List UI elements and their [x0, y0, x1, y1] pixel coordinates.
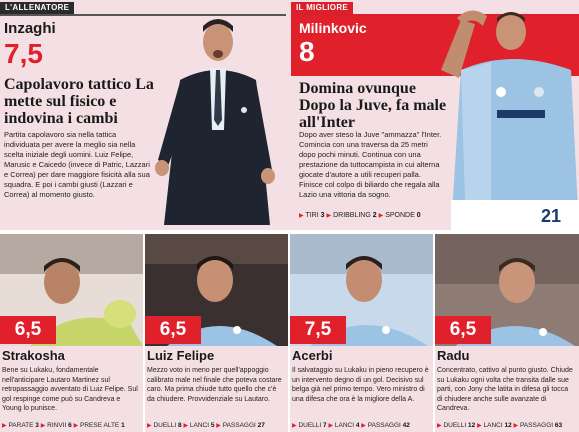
stat-bullet-icon: ▶: [378, 213, 384, 219]
coach-headline: Capolavoro tattico La mette sul fisico e…: [4, 76, 154, 127]
player-score: 7,5: [290, 316, 346, 344]
stat-label: DRIBBLING: [333, 212, 371, 219]
stat-bullet-icon: ▶: [73, 423, 79, 429]
stat-value: 5: [210, 422, 215, 429]
player-score: 6,5: [0, 316, 56, 344]
stat-label: PASSAGGI: [367, 422, 401, 429]
player-stats: ▶ DUELLI 12 ▶ LANCI 12 ▶ PASSAGGI 63: [437, 422, 562, 429]
player-body: Concentrato, cattivo al punto giusto. Ch…: [437, 367, 573, 412]
stat-bullet-icon: ▶: [437, 423, 442, 429]
stat-bullet-icon: ▶: [513, 423, 519, 429]
section-divider: [0, 230, 579, 234]
stat-bullet-icon: ▶: [40, 423, 46, 429]
stat-bullet-icon: ▶: [299, 213, 304, 219]
best-player-name: Milinkovic: [299, 20, 367, 36]
stat-value: 63: [554, 422, 563, 429]
stat-bullet-icon: ▶: [328, 423, 334, 429]
player-name: Luiz Felipe: [147, 348, 215, 363]
stat-label: TIRI: [305, 212, 319, 219]
section-rule: [0, 2, 286, 16]
stat-value: 0: [416, 212, 421, 219]
stat-bullet-icon: ▶: [326, 213, 332, 219]
stat-value: 27: [257, 422, 265, 429]
stat-value: 7: [323, 422, 327, 429]
player-stats: ▶ PARATE 3 ▶ RINVII 6 ▶ PRESE ALTE 1: [2, 422, 125, 429]
player-name: Acerbi: [292, 348, 333, 363]
stat-label: PASSAGGI: [222, 422, 256, 429]
shirt-number: 21: [541, 206, 561, 226]
best-player-body: Dopo aver steso la Juve "ammazza" l'Inte…: [299, 130, 442, 199]
coach-name: Inzaghi: [4, 20, 56, 37]
stat-bullet-icon: ▶: [292, 423, 297, 429]
coach-body: Partita capolavoro sia nella tattica ind…: [4, 130, 150, 199]
stat-value: 3: [320, 212, 325, 219]
stat-label: LANCI: [483, 422, 503, 429]
stat-label: LANCI: [189, 422, 210, 429]
stat-value: 12: [504, 422, 512, 429]
stat-label: PARATE: [8, 422, 34, 429]
stat-value: 8: [178, 422, 182, 429]
section-rule: [291, 2, 579, 16]
best-player-panel: IL MIGLIORE Milinkovic 8 21 Domina ovunq…: [291, 0, 579, 230]
card-divider: [143, 234, 145, 432]
section-tag: IL MIGLIORE: [291, 2, 354, 14]
stat-label: DUELLI: [153, 422, 177, 429]
stat-label: PASSAGGI: [519, 422, 554, 429]
player-score: 6,5: [435, 316, 491, 344]
stat-bullet-icon: ▶: [361, 423, 366, 429]
player-body: Il salvataggio su Lukaku in pieno recupe…: [292, 367, 429, 403]
player-card: 6,5 Radu Concentrato, cattivo al punto g…: [435, 234, 579, 432]
section-tag: L'ALLENATORE: [0, 2, 75, 14]
stat-bullet-icon: ▶: [477, 423, 482, 429]
stat-label: DUELLI: [298, 422, 322, 429]
player-stats: ▶ DUELLI 7 ▶ LANCI 4 ▶ PASSAGGI 42: [292, 422, 410, 429]
coach-panel: L'ALLENATORE Inzaghi 7,5 Capolavoro tatt…: [0, 0, 286, 230]
stat-value: 2: [372, 212, 377, 219]
player-card: 6,5 Strakosha Bene su Lukaku, fondamenta…: [0, 234, 143, 432]
stat-label: PRESE ALTE: [80, 422, 120, 429]
stat-bullet-icon: ▶: [183, 423, 189, 429]
player-score: 6,5: [145, 316, 201, 344]
stat-value: 42: [402, 422, 410, 429]
stat-bullet-icon: ▶: [147, 423, 152, 429]
player-card: 6,5 Luiz Felipe Mezzo voto in meno per q…: [145, 234, 288, 432]
player-name: Strakosha: [2, 348, 65, 363]
best-player-stats: ▶ TIRI 3 ▶ DRIBBLING 2 ▶ SPONDE 0: [299, 212, 421, 219]
card-divider: [288, 234, 290, 432]
best-player-photo: 21: [441, 10, 579, 230]
stat-label: RINVII: [47, 422, 67, 429]
player-body: Mezzo voto in meno per quell'appoggio ca…: [147, 367, 282, 403]
coach-score: 7,5: [4, 38, 43, 69]
player-body: Bene su Lukaku, fondamentale nell'antici…: [2, 367, 138, 412]
stat-value: 6: [68, 422, 72, 429]
stat-value: 12: [468, 422, 476, 429]
stat-bullet-icon: ▶: [2, 423, 7, 429]
player-stats: ▶ DUELLI 8 ▶ LANCI 5 ▶ PASSAGGI 27: [147, 422, 265, 429]
stat-value: 3: [35, 422, 39, 429]
stat-value: 4: [355, 422, 360, 429]
stat-label: LANCI: [334, 422, 355, 429]
card-divider: [433, 234, 435, 432]
stat-value: 1: [121, 422, 125, 429]
best-player-headline: Domina ovunque Dopo la Juve, fa male all…: [299, 80, 447, 131]
stat-label: DUELLI: [443, 422, 467, 429]
player-card: 7,5 Acerbi Il salvataggio su Lukaku in p…: [290, 234, 433, 432]
best-player-score: 8: [299, 36, 315, 67]
player-name: Radu: [437, 348, 470, 363]
coach-photo: [155, 19, 275, 225]
stat-label: SPONDE: [385, 212, 415, 219]
stat-bullet-icon: ▶: [216, 423, 221, 429]
